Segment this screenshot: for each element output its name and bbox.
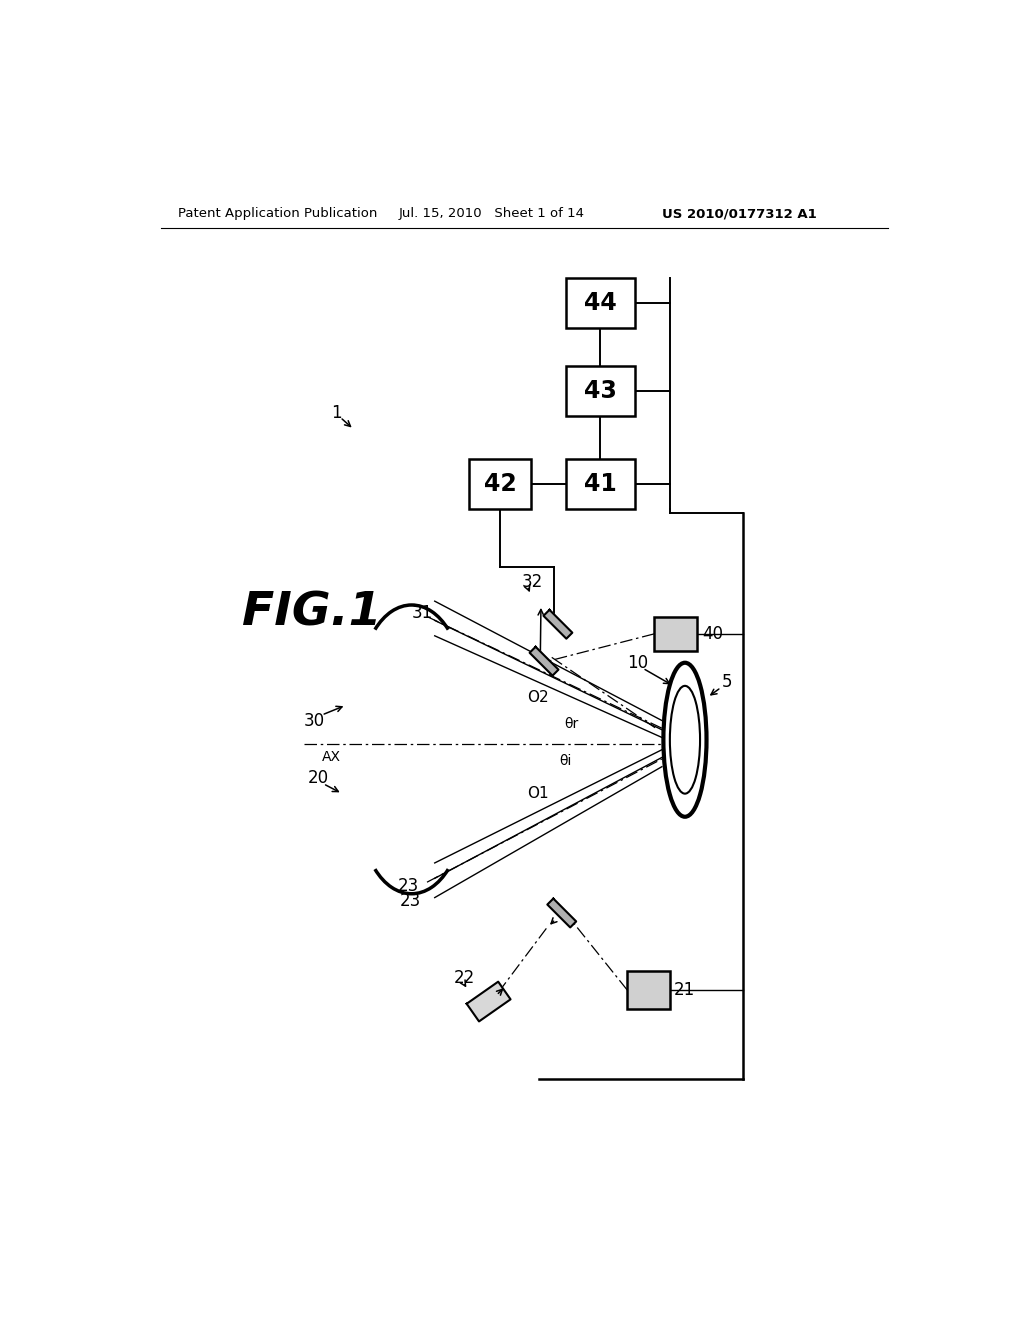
Text: 40: 40	[702, 624, 724, 643]
Text: 42: 42	[483, 471, 516, 496]
Text: 32: 32	[521, 573, 543, 591]
Bar	[565, 277, 635, 327]
Text: US 2010/0177312 A1: US 2010/0177312 A1	[662, 207, 816, 220]
Text: θi: θi	[559, 754, 571, 767]
Text: FIG.1: FIG.1	[243, 590, 382, 635]
Polygon shape	[529, 647, 558, 676]
Bar	[565, 367, 635, 416]
Text: θr: θr	[564, 717, 579, 731]
Text: O1: O1	[527, 787, 549, 801]
Polygon shape	[467, 982, 511, 1022]
Text: 23: 23	[397, 876, 419, 895]
Ellipse shape	[664, 663, 707, 817]
Text: 21: 21	[674, 981, 694, 999]
Bar	[654, 616, 696, 651]
Text: 30: 30	[304, 711, 325, 730]
Ellipse shape	[670, 686, 700, 793]
Text: 41: 41	[584, 471, 616, 496]
Text: 5: 5	[722, 673, 732, 690]
Bar	[565, 459, 635, 508]
Text: O2: O2	[527, 690, 549, 705]
Bar	[628, 970, 670, 1010]
Polygon shape	[544, 610, 572, 639]
Text: 22: 22	[454, 969, 475, 987]
Text: 23: 23	[400, 892, 421, 911]
Text: 43: 43	[584, 379, 616, 404]
Bar	[469, 459, 531, 508]
Text: Jul. 15, 2010   Sheet 1 of 14: Jul. 15, 2010 Sheet 1 of 14	[398, 207, 585, 220]
Text: 31: 31	[412, 603, 433, 622]
Text: 1: 1	[331, 404, 341, 421]
Text: AX: AX	[322, 751, 341, 764]
Text: 10: 10	[628, 653, 648, 672]
Text: 20: 20	[307, 770, 329, 787]
Polygon shape	[548, 899, 577, 928]
Text: Patent Application Publication: Patent Application Publication	[178, 207, 378, 220]
Text: 44: 44	[584, 290, 616, 314]
